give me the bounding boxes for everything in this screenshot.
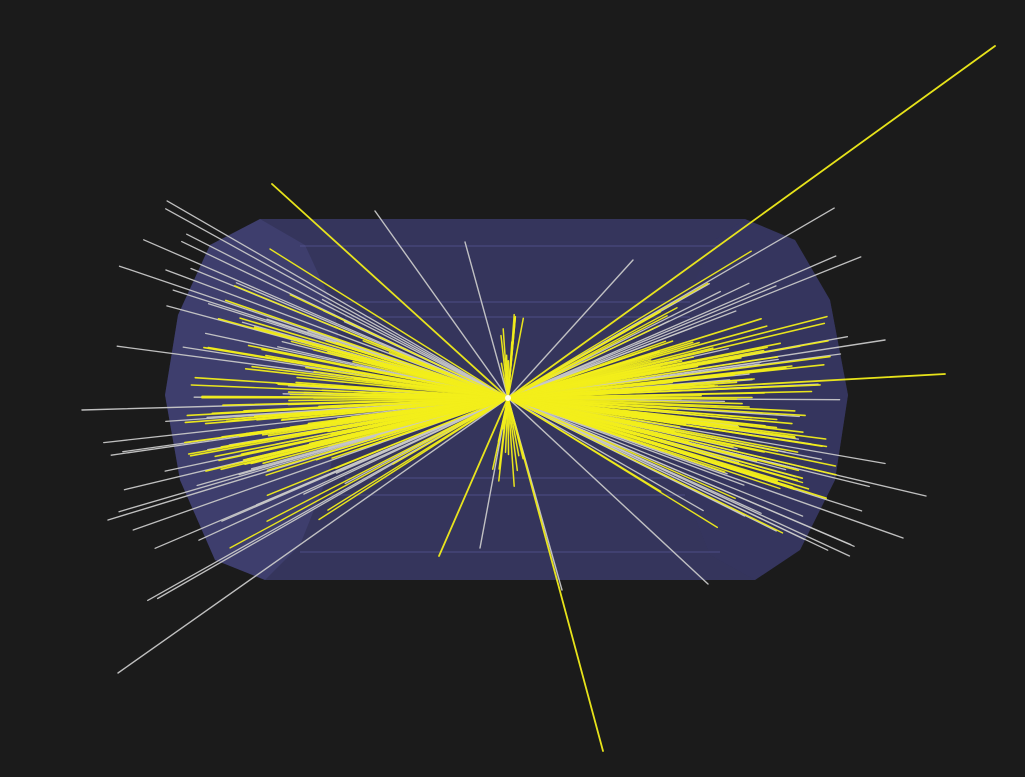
track <box>507 397 515 487</box>
track <box>507 397 704 512</box>
track <box>362 340 509 399</box>
collision-vertex[interactable] <box>505 395 511 401</box>
track <box>289 294 509 399</box>
track <box>507 397 734 448</box>
track <box>318 397 509 408</box>
track <box>143 239 509 399</box>
track <box>507 397 718 529</box>
long-track-right <box>507 373 946 399</box>
track <box>507 397 743 405</box>
track <box>308 397 509 445</box>
track <box>507 397 804 517</box>
track <box>507 397 712 426</box>
track <box>507 370 753 399</box>
track <box>353 377 509 399</box>
track <box>507 378 753 399</box>
track <box>507 325 659 399</box>
track <box>369 397 509 425</box>
track <box>507 397 784 534</box>
track <box>507 397 804 484</box>
track <box>507 307 678 399</box>
track <box>507 397 510 456</box>
track <box>198 397 509 541</box>
track <box>507 250 752 399</box>
long-track-upper-right <box>507 45 996 399</box>
track <box>265 354 509 399</box>
track <box>507 359 652 399</box>
track <box>186 233 509 399</box>
track <box>507 397 855 547</box>
track <box>262 397 509 465</box>
detector-ring-lines <box>300 245 720 553</box>
track <box>498 397 509 470</box>
long-track-lower-left <box>438 397 509 557</box>
track <box>507 397 690 443</box>
track <box>507 355 831 399</box>
track <box>245 397 509 435</box>
long-track-upper-left <box>271 183 509 399</box>
track <box>165 208 509 399</box>
particle-tracks-primary <box>184 45 996 752</box>
track <box>318 397 509 521</box>
track <box>507 360 683 399</box>
track <box>335 397 509 469</box>
track <box>277 383 509 399</box>
track <box>507 397 736 500</box>
track <box>507 390 813 399</box>
track <box>221 397 509 522</box>
track <box>229 397 509 549</box>
long-track-upper-grey <box>374 210 509 399</box>
track <box>190 384 509 399</box>
track <box>325 339 509 399</box>
track <box>265 397 509 476</box>
track <box>507 255 837 399</box>
track <box>507 397 738 400</box>
track <box>507 397 682 452</box>
track <box>507 340 667 399</box>
track <box>507 311 662 399</box>
track <box>507 397 781 490</box>
track <box>491 397 509 470</box>
track <box>507 397 670 430</box>
track <box>266 397 509 522</box>
track <box>201 395 509 399</box>
long-track-lower <box>507 397 604 752</box>
track <box>224 299 509 399</box>
long-track-lower-mid-grey <box>507 397 709 585</box>
track <box>507 256 862 399</box>
track <box>256 397 509 421</box>
track <box>240 397 509 456</box>
track <box>507 317 525 399</box>
long-track-upper-right-grey <box>507 259 634 399</box>
track <box>507 397 753 419</box>
track <box>507 365 699 399</box>
track <box>507 347 714 399</box>
track <box>312 349 509 399</box>
track <box>507 313 515 399</box>
track <box>507 397 753 437</box>
track <box>321 298 509 399</box>
track <box>269 248 509 399</box>
long-track-upper-mid-grey <box>464 241 509 399</box>
track <box>500 334 509 399</box>
long-track-lower-left-grey <box>117 397 509 674</box>
track <box>166 200 509 399</box>
